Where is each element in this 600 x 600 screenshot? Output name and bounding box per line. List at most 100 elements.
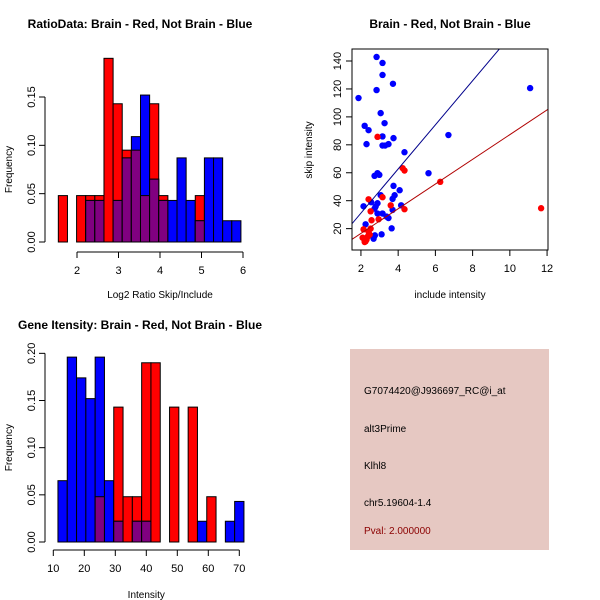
scatter-point	[377, 109, 384, 117]
scatter-point	[361, 122, 368, 130]
x-tick-label: 2	[74, 265, 80, 277]
bar-overlap	[194, 220, 205, 243]
bar-overlap	[131, 520, 143, 543]
scatter-point	[390, 134, 397, 142]
bar-blue	[203, 157, 215, 243]
bar-overlap	[113, 520, 124, 543]
scatter-point	[379, 59, 386, 67]
bar-blue	[224, 520, 236, 543]
scatter-point	[526, 84, 534, 92]
y-tick-label: 60	[332, 167, 344, 179]
scatter-point	[401, 167, 408, 174]
scatter-point	[389, 195, 396, 203]
event-type: alt3Prime	[364, 424, 407, 435]
x-tick-label: 10	[504, 263, 516, 275]
scatter-point	[362, 238, 369, 245]
scatter-point	[401, 149, 408, 156]
x-tick-label: 12	[541, 263, 553, 275]
bar-overlap	[112, 199, 123, 243]
scatter-point	[370, 235, 377, 242]
scatter-point	[379, 133, 386, 140]
scatter-point	[355, 94, 362, 102]
bar-blue	[185, 199, 196, 243]
y-tick-label: 140	[332, 52, 344, 70]
scatter-point	[401, 206, 408, 213]
x-tick-label: 20	[78, 563, 90, 575]
y-tick-label: 0.15	[26, 390, 38, 411]
x-tick-label: 5	[198, 265, 204, 277]
y-tick-label: 40	[332, 195, 344, 207]
bar-red	[206, 496, 217, 543]
x-tick-label: 3	[115, 265, 121, 277]
bar-blue	[213, 157, 224, 243]
bar-overlap	[85, 199, 96, 243]
scatter-point	[379, 194, 386, 201]
y-tick-label: 120	[332, 80, 344, 98]
x-tick-label: 50	[171, 563, 183, 575]
scatter-point	[368, 217, 375, 224]
y-tick-label: 0.20	[26, 343, 38, 364]
scatter-point	[385, 140, 392, 148]
y-tick-label: 0.10	[26, 135, 38, 156]
bar-blue	[66, 356, 78, 543]
scatter-point	[374, 133, 381, 141]
scatter-point	[390, 182, 397, 190]
bar-overlap	[130, 149, 141, 243]
bar-blue	[167, 199, 178, 243]
y-tick-label: 20	[332, 223, 344, 235]
scatter-point	[537, 205, 545, 212]
y-axis-label: Frequency	[4, 146, 15, 193]
bar-blue	[222, 220, 233, 243]
x-axis-label: Log2 Ratio Skip/Include	[107, 290, 213, 301]
x-axis-label: Intensity	[128, 590, 165, 600]
x-tick-label: 6	[432, 263, 438, 275]
scatter-point	[362, 221, 369, 228]
x-tick-label: 4	[157, 265, 163, 277]
y-axis-label: skip intensity	[304, 121, 315, 178]
chart-title: Gene Itensity: Brain - Red, Not Brain - …	[18, 318, 262, 332]
chart-title: Brain - Red, Not Brain - Blue	[369, 17, 531, 31]
scatter-point	[387, 202, 394, 209]
bar-red	[150, 362, 161, 543]
y-tick-label: 100	[332, 108, 344, 126]
bar-blue	[57, 480, 68, 543]
y-axis-label: Frequency	[4, 424, 15, 471]
scatter-point	[367, 208, 374, 215]
chart-title: RatioData: Brain - Red, Not Brain - Blue	[28, 17, 253, 31]
bar-blue	[176, 157, 187, 243]
y-tick-label: 0.05	[26, 484, 38, 505]
scatter-point	[389, 80, 397, 87]
bar-red	[76, 195, 87, 243]
scatter-point	[425, 169, 432, 177]
x-tick-label: 4	[395, 263, 401, 275]
scatter-point	[373, 86, 380, 94]
plot-box	[351, 48, 549, 251]
bar-overlap	[139, 195, 151, 243]
x-tick-label: 70	[233, 563, 245, 575]
bar-overlap	[158, 199, 169, 243]
bar-blue	[76, 377, 87, 543]
scatter-point	[378, 231, 385, 238]
bar-blue	[85, 398, 96, 543]
scatter-point	[388, 225, 395, 232]
scatter-point	[365, 196, 372, 203]
fit-line	[352, 49, 501, 225]
bar-overlap	[94, 496, 105, 543]
scatter-point	[385, 214, 392, 222]
x-tick-label: 2	[358, 263, 364, 275]
bar-blue	[196, 520, 208, 543]
y-tick-label: 0.15	[26, 86, 38, 107]
location: chr5.19604-1.4	[364, 498, 432, 509]
y-tick-label: 0.00	[26, 231, 38, 252]
gene-name: Klhl8	[364, 461, 387, 472]
bar-red	[141, 362, 152, 543]
bar-red	[169, 406, 180, 543]
info-panel: G7074420@J936697_RC@i_at alt3Prime Klhl8…	[350, 349, 549, 550]
y-tick-label: 0.05	[26, 183, 38, 204]
y-tick-label: 80	[332, 139, 344, 151]
scatter-point	[373, 53, 380, 61]
fit-line	[352, 108, 548, 240]
bar-red	[103, 57, 114, 243]
x-tick-label: 10	[47, 563, 59, 575]
x-tick-label: 30	[109, 563, 121, 575]
